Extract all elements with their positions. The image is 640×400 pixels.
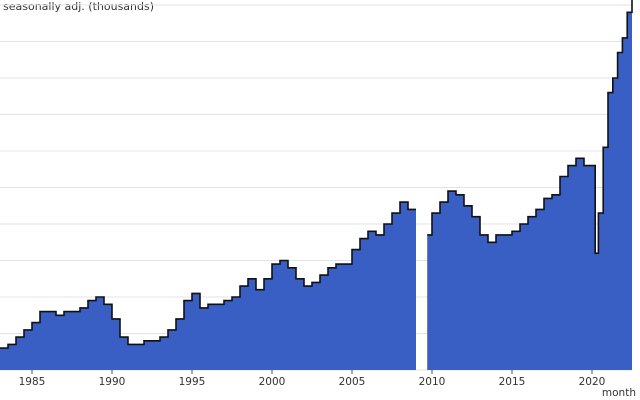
- x-tick-label: 2000: [259, 376, 286, 388]
- x-tick-label: 2005: [339, 376, 366, 388]
- x-tick-label: 1985: [19, 376, 46, 388]
- area-outline-segment-2: [427, 0, 633, 254]
- x-tick-label: 1995: [179, 376, 206, 388]
- x-axis-title: month: [602, 387, 636, 399]
- x-tick-label: 2020: [579, 376, 606, 388]
- x-tick-label: 1990: [99, 376, 126, 388]
- area-fill-segment-2: [427, 0, 632, 370]
- area-outline-segment-1: [0, 201, 416, 349]
- y-axis-title: , seasonally adj. (thousands): [0, 0, 155, 13]
- x-tick-label: 2010: [419, 376, 446, 388]
- x-tick-label: 2015: [499, 376, 526, 388]
- area-fill-segment-1: [0, 202, 416, 370]
- x-axis: 1985 1990 1995 2000 2005 2010 2015 2020: [19, 370, 606, 388]
- area-series: [0, 0, 633, 370]
